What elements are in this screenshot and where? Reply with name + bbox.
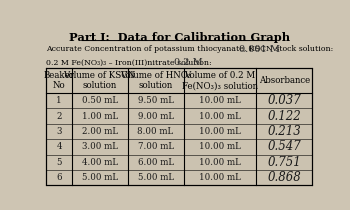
Text: 0.50 mL: 0.50 mL [82, 96, 118, 105]
Text: Volume of 0.2 M
Fe(NO₃)₃ solution: Volume of 0.2 M Fe(NO₃)₃ solution [182, 71, 258, 90]
Text: 0.868: 0.868 [267, 171, 301, 184]
Text: 0.2 M Fe(NO₃)₃ – Iron(III)nitrate solution:: 0.2 M Fe(NO₃)₃ – Iron(III)nitrate soluti… [47, 58, 212, 66]
Text: 10.00 mL: 10.00 mL [199, 142, 241, 151]
FancyBboxPatch shape [47, 68, 312, 185]
Text: 1.00 mL: 1.00 mL [82, 112, 118, 121]
Text: 0.213: 0.213 [267, 125, 301, 138]
Text: 3.00 mL: 3.00 mL [82, 142, 118, 151]
Text: 0.751: 0.751 [267, 156, 301, 169]
Text: 2: 2 [56, 112, 62, 121]
Text: 6.00 mL: 6.00 mL [138, 158, 174, 167]
Text: 6: 6 [56, 173, 62, 182]
Text: 10.00 mL: 10.00 mL [199, 127, 241, 136]
Text: 9.50 mL: 9.50 mL [138, 96, 174, 105]
Text: 8.00 mL: 8.00 mL [138, 127, 174, 136]
Text: 9.00 mL: 9.00 mL [138, 112, 174, 121]
Text: Part I:  Data for Calibration Graph: Part I: Data for Calibration Graph [69, 32, 290, 43]
Text: 0.037: 0.037 [267, 94, 301, 107]
Text: 5.00 mL: 5.00 mL [138, 173, 174, 182]
Text: 10.00 mL: 10.00 mL [199, 112, 241, 121]
Text: 4: 4 [56, 142, 62, 151]
Text: 2.00 mL: 2.00 mL [82, 127, 118, 136]
Text: 3: 3 [56, 127, 62, 136]
Text: Absorbance: Absorbance [259, 76, 310, 85]
Text: Volume of KSCN
solution: Volume of KSCN solution [63, 71, 136, 90]
Text: 0.547: 0.547 [267, 140, 301, 153]
Text: 1: 1 [56, 96, 62, 105]
Text: 5: 5 [56, 158, 62, 167]
Text: 7.00 mL: 7.00 mL [138, 142, 174, 151]
Text: 5.00 mL: 5.00 mL [82, 173, 118, 182]
Text: 10.00 mL: 10.00 mL [199, 173, 241, 182]
Text: Beaker
No: Beaker No [44, 71, 75, 90]
Text: Volume of HNO₃
solution: Volume of HNO₃ solution [120, 71, 191, 90]
Text: 10.00 mL: 10.00 mL [199, 158, 241, 167]
Text: 4.00 mL: 4.00 mL [82, 158, 118, 167]
Text: Accurate Concentration of potassium thiocyanate, KSCN stock solution:: Accurate Concentration of potassium thio… [47, 45, 334, 53]
Text: 0.001 M: 0.001 M [239, 45, 280, 54]
Text: 10.00 mL: 10.00 mL [199, 96, 241, 105]
Text: 0.122: 0.122 [267, 110, 301, 123]
Text: 0.2 M: 0.2 M [174, 58, 203, 67]
